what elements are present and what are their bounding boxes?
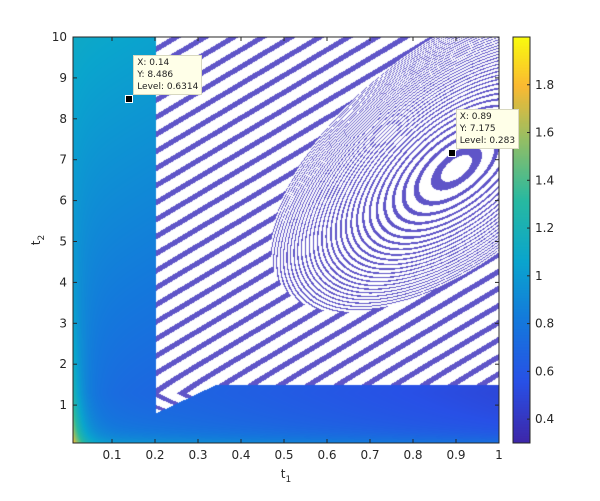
x-tick-label: 0.9	[446, 448, 465, 462]
colorbar-box	[512, 36, 531, 444]
colorbar-tick-label: 1	[535, 269, 543, 283]
y-axis-label-subscript: 2	[37, 235, 47, 241]
datatip-line: Y: 7.175	[459, 123, 496, 134]
x-axis-label: t1	[281, 467, 291, 485]
datatip-line: X: 0.14	[137, 57, 170, 68]
x-tick-label: 1	[495, 448, 503, 462]
y-tick-label: 9	[59, 71, 67, 85]
colorbar-tick-label: 1.2	[535, 221, 554, 235]
datatip-line: Level: 0.6314	[137, 81, 199, 92]
x-tick-label: 0.7	[360, 448, 379, 462]
datatip-marker[interactable]	[125, 94, 134, 103]
colorbar-tick-label: 1.6	[535, 126, 554, 140]
x-tick-label: 0.8	[403, 448, 422, 462]
datatip-marker[interactable]	[447, 148, 456, 157]
datatip[interactable]: X: 0.89 Y: 7.175 Level: 0.283	[455, 108, 520, 149]
x-tick-label: 0.6	[317, 448, 336, 462]
y-tick-label: 2	[59, 357, 67, 371]
y-tick-label: 7	[59, 153, 67, 167]
y-tick-label: 10	[52, 30, 67, 44]
datatip-line: Y: 8.486	[137, 69, 174, 80]
datatip[interactable]: X: 0.14 Y: 8.486 Level: 0.6314	[133, 54, 203, 95]
x-tick-label: 0.2	[145, 448, 164, 462]
y-tick-label: 3	[59, 316, 67, 330]
colorbar-tick-label: 0.8	[535, 317, 554, 331]
datatip-line: X: 0.89	[459, 111, 492, 122]
y-tick-label: 5	[59, 235, 67, 249]
y-tick-label: 1	[59, 398, 67, 412]
x-tick-label: 0.4	[231, 448, 250, 462]
datatip-line: Level: 0.283	[459, 135, 516, 146]
x-tick-label: 0.3	[188, 448, 207, 462]
axes-box	[72, 36, 500, 444]
colorbar-tick-label: 1.8	[535, 78, 554, 92]
x-tick-label: 0.1	[102, 448, 121, 462]
y-tick-label: 4	[59, 275, 67, 289]
colorbar-tick-label: 0.4	[535, 412, 554, 426]
y-tick-label: 6	[59, 194, 67, 208]
y-tick-label: 8	[59, 112, 67, 126]
colorbar-tick-label: 0.6	[535, 364, 554, 378]
colorbar-tick-label: 1.4	[535, 173, 554, 187]
x-axis-label-subscript: 1	[285, 475, 291, 485]
x-tick-label: 0.5	[274, 448, 293, 462]
y-axis-label: t2	[29, 235, 47, 245]
